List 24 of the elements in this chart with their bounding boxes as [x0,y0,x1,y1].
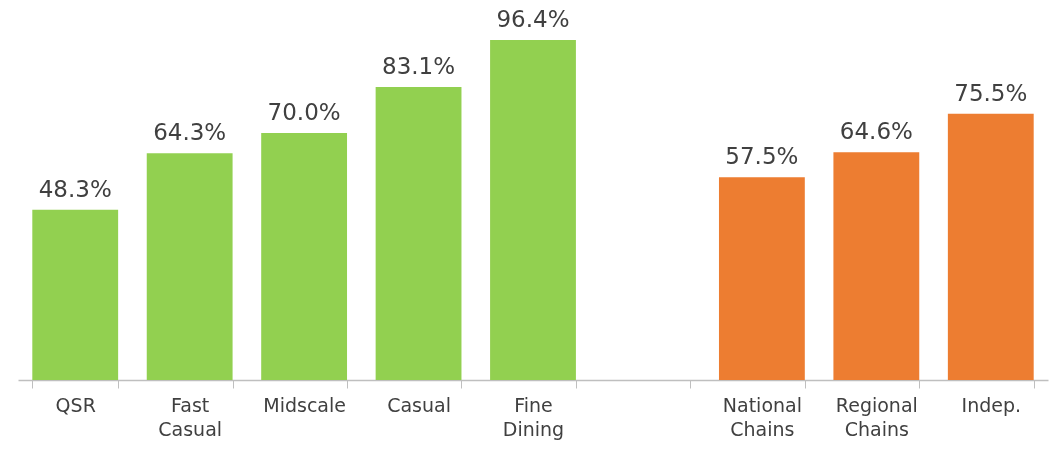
data-label: 64.6% [839,118,913,145]
x-tick-label: QSR [55,393,96,416]
data-label: 48.3% [38,175,112,202]
data-label: 70.0% [267,99,341,126]
bar [32,209,119,380]
data-label: 83.1% [382,52,456,79]
data-label: 57.5% [725,143,799,170]
x-tick-label: Indep. [961,393,1022,416]
bar [261,133,348,380]
bar [146,153,233,380]
data-label: 96.4% [496,6,570,32]
bar [490,40,576,380]
bar [947,113,1034,380]
data-label: 75.5% [954,79,1028,106]
x-tick-label: National Chains [722,393,802,440]
bar [375,86,462,380]
x-tick-label: Midscale [263,393,346,416]
bar [833,152,920,380]
x-tick-label: Regional Chains [835,393,918,440]
x-tick-label: Casual [387,393,451,416]
x-tick-label: Fine Dining [502,393,565,440]
bar [718,177,805,380]
data-label: 64.3% [153,119,227,146]
x-tick-label: Fast Casual [158,393,223,440]
